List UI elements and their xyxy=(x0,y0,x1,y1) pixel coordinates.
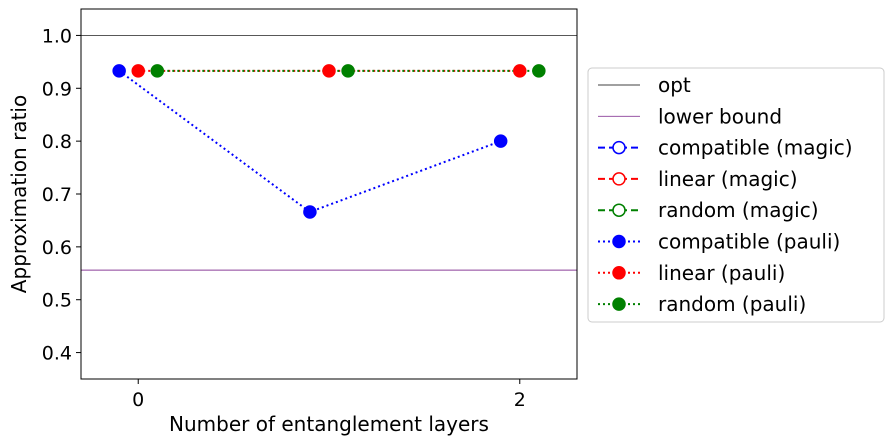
legend-label: opt xyxy=(658,73,691,97)
legend-marker xyxy=(612,266,626,280)
legend-label: lower bound xyxy=(658,104,782,128)
data-point-5-1 xyxy=(341,64,355,78)
legend-label: compatible (pauli) xyxy=(658,230,840,254)
series-line-3 xyxy=(118,70,502,214)
legend-label: random (magic) xyxy=(658,198,819,222)
y-tick-label: 0.9 xyxy=(42,78,72,100)
plot-area xyxy=(81,34,577,271)
legend-marker xyxy=(612,140,626,155)
data-point-3-1 xyxy=(303,205,317,219)
data-point-3-0 xyxy=(112,64,126,78)
x-axis-label: Number of entanglement layers xyxy=(169,412,489,436)
y-tick-label: 0.4 xyxy=(42,343,72,365)
y-tick-label: 0.8 xyxy=(42,131,72,153)
y-tick-label: 0.5 xyxy=(42,290,72,312)
data-point-4-2 xyxy=(513,64,527,78)
legend-label: linear (magic) xyxy=(658,167,798,191)
data-point-5-0 xyxy=(150,64,165,78)
legend-label: compatible (magic) xyxy=(658,136,853,160)
legend-item: lower bound xyxy=(598,104,782,128)
x-tick-label: 2 xyxy=(514,389,526,411)
legend-label: random (pauli) xyxy=(658,292,806,316)
legend-item: linear (pauli) xyxy=(598,261,785,285)
axes: 0.4 0.5 0.6 0.7 0.8 0.9 1.0 0 2 xyxy=(42,25,526,411)
data-point-4-1 xyxy=(322,64,336,78)
x-tick-label: 0 xyxy=(132,389,144,411)
y-tick-label: 0.7 xyxy=(42,184,72,206)
data-point-5-2 xyxy=(532,64,546,78)
legend-marker xyxy=(612,203,626,217)
legend-marker xyxy=(612,297,626,311)
data-point-3-2 xyxy=(493,134,508,148)
y-tick-label: 1.0 xyxy=(42,25,72,47)
legend-item: linear (magic) xyxy=(598,167,798,191)
legend-item: compatible (magic) xyxy=(598,136,853,160)
y-axis-label: Approximation ratio xyxy=(7,95,31,293)
legend-marker xyxy=(612,234,626,249)
legend-label: linear (pauli) xyxy=(658,261,785,285)
legend-item: random (magic) xyxy=(598,198,819,222)
y-tick-label: 0.6 xyxy=(42,237,72,259)
legend-item: opt xyxy=(598,73,691,97)
legend-item: compatible (pauli) xyxy=(598,230,840,254)
legend-marker xyxy=(612,172,626,186)
legend-item: random (pauli) xyxy=(598,292,806,316)
legend: opt lower bound compatible (magic) linear (… xyxy=(587,67,885,323)
legend-frame xyxy=(587,67,885,323)
data-point-4-0 xyxy=(131,64,145,78)
